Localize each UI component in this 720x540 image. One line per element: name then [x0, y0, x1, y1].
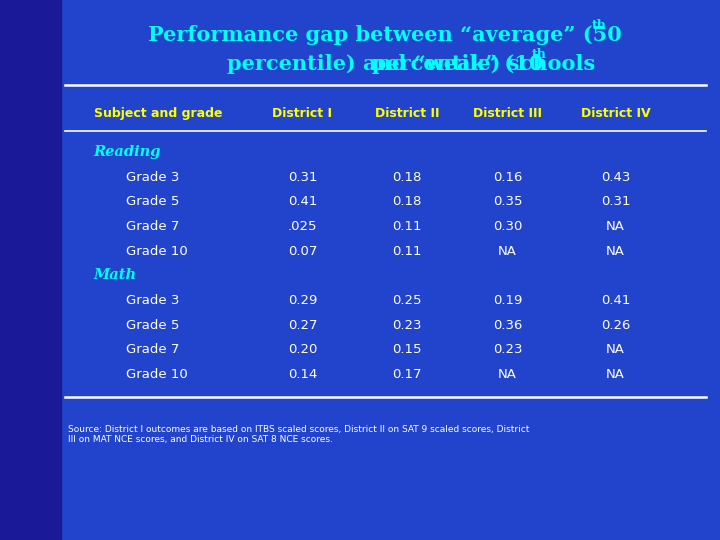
Text: 0.19: 0.19 [493, 294, 522, 307]
Text: Grade 7: Grade 7 [126, 343, 179, 356]
Text: Grade 10: Grade 10 [126, 368, 188, 381]
Text: 0.18: 0.18 [392, 195, 421, 208]
Text: 0.27: 0.27 [288, 319, 317, 332]
Text: 0.41: 0.41 [601, 294, 630, 307]
Text: NA: NA [606, 343, 625, 356]
Text: 0.30: 0.30 [493, 220, 522, 233]
Text: 0.29: 0.29 [288, 294, 317, 307]
Text: Grade 10: Grade 10 [126, 245, 188, 258]
Text: NA: NA [498, 245, 517, 258]
Text: 0.26: 0.26 [601, 319, 630, 332]
Text: percentile) and “weak” (10: percentile) and “weak” (10 [227, 53, 544, 74]
Text: Performance gap between “average” (50: Performance gap between “average” (50 [148, 25, 622, 45]
Text: 0.35: 0.35 [493, 195, 522, 208]
Text: 0.31: 0.31 [601, 195, 630, 208]
Text: Source: District I outcomes are based on ITBS scaled scores, District II on SAT : Source: District I outcomes are based on… [68, 425, 530, 444]
Text: 0.36: 0.36 [493, 319, 522, 332]
Bar [0, 0, 61, 540]
Text: 0.23: 0.23 [392, 319, 421, 332]
Text: District IV: District IV [581, 107, 650, 120]
Text: NA: NA [498, 368, 517, 381]
Text: Math: Math [94, 268, 137, 282]
Text: 0.18: 0.18 [392, 171, 421, 184]
Text: Grade 5: Grade 5 [126, 195, 179, 208]
Text: District II: District II [374, 107, 439, 120]
Text: 0.20: 0.20 [288, 343, 317, 356]
Text: Grade 3: Grade 3 [126, 294, 179, 307]
Text: 0.11: 0.11 [392, 245, 421, 258]
Text: 0.23: 0.23 [493, 343, 522, 356]
Text: 0.41: 0.41 [288, 195, 317, 208]
Text: Grade 5: Grade 5 [126, 319, 179, 332]
Text: th: th [592, 19, 607, 32]
Text: Reading: Reading [94, 145, 161, 159]
Text: Subject and grade: Subject and grade [94, 107, 222, 120]
Text: Grade 7: Grade 7 [126, 220, 179, 233]
Text: NA: NA [606, 220, 625, 233]
Text: .025: .025 [288, 220, 317, 233]
Text: 0.16: 0.16 [493, 171, 522, 184]
Text: 0.14: 0.14 [288, 368, 317, 381]
Text: 0.17: 0.17 [392, 368, 421, 381]
Text: 0.31: 0.31 [288, 171, 317, 184]
Text: NA: NA [606, 368, 625, 381]
Text: District III: District III [473, 107, 542, 120]
Text: District I: District I [272, 107, 333, 120]
Text: th: th [531, 48, 546, 60]
Text: 0.25: 0.25 [392, 294, 421, 307]
Text: 0.43: 0.43 [601, 171, 630, 184]
Text: percentile) schools: percentile) schools [176, 53, 595, 74]
Text: 0.07: 0.07 [288, 245, 317, 258]
Text: NA: NA [606, 245, 625, 258]
Text: 0.15: 0.15 [392, 343, 421, 356]
Text: Grade 3: Grade 3 [126, 171, 179, 184]
Text: 0.11: 0.11 [392, 220, 421, 233]
